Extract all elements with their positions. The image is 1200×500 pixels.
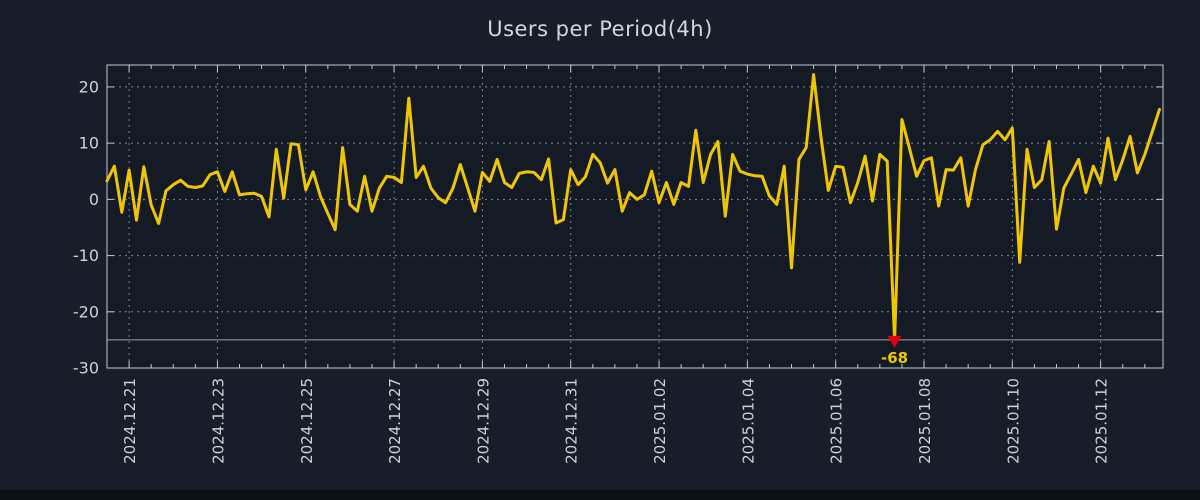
series-line-users [105, 73, 1161, 342]
y-tick-label: 20 [79, 77, 99, 96]
y-tick-label: -10 [73, 246, 99, 265]
x-tick-label: 2025.01.04 [739, 378, 757, 464]
x-tick-label: 2025.01.02 [651, 378, 669, 464]
x-tick-label: 2025.01.12 [1093, 378, 1111, 464]
x-tick-label: 2024.12.31 [563, 378, 581, 464]
x-tick-label: 2024.12.21 [121, 378, 139, 464]
chart-title: Users per Period(4h) [487, 17, 713, 41]
footer-strip [0, 490, 1200, 500]
x-tick-label: 2024.12.23 [209, 378, 227, 464]
y-tick-label: 0 [89, 190, 99, 209]
y-tick-label: -20 [73, 302, 99, 321]
x-tick-label: 2025.01.10 [1004, 378, 1022, 464]
y-tick-label: 10 [79, 134, 99, 153]
x-tick-label: 2024.12.27 [386, 378, 404, 464]
x-tick-label: 2024.12.29 [474, 378, 492, 464]
y-tick-label: -30 [73, 359, 99, 378]
clipped-value-marker [887, 335, 902, 348]
x-tick-label: 2025.01.08 [916, 378, 934, 464]
annotation-value-label: -68 [881, 349, 908, 367]
x-tick-label: 2025.01.06 [828, 378, 846, 464]
plot-area [107, 65, 1163, 368]
plot-border [106, 64, 1164, 369]
x-tick-label: 2024.12.25 [298, 378, 316, 464]
